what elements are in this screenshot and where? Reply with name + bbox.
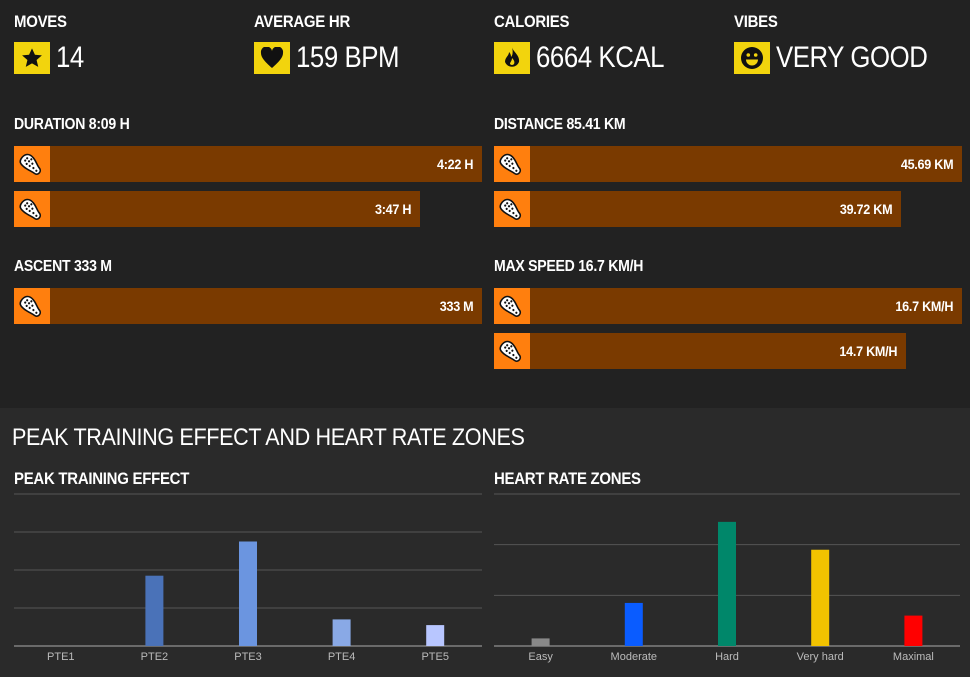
tick-label: PTE4 xyxy=(328,651,356,663)
shoe-icon xyxy=(494,288,530,324)
bar-maximal xyxy=(904,615,923,646)
bar-pte2 xyxy=(145,575,164,646)
duration-bar: 4:22 H xyxy=(14,146,482,182)
stat-label: VIBES xyxy=(734,12,778,31)
shoe-icon xyxy=(494,191,530,227)
distance-bar: 45.69 KM xyxy=(494,146,962,182)
bar-pte4 xyxy=(332,619,351,646)
bar-value: 16.7 KM/H xyxy=(895,298,953,314)
stat-value: VERY GOOD xyxy=(776,41,928,74)
bar-very-hard xyxy=(811,549,830,646)
stat-label: AVERAGE HR xyxy=(254,12,351,31)
tick-label: Very hard xyxy=(797,651,844,663)
flame-icon xyxy=(494,42,530,74)
stat-label: CALORIES xyxy=(494,12,570,31)
stat-vibes: VIBES VERY GOOD xyxy=(734,12,952,75)
stat-moves: MOVES 14 xyxy=(14,12,88,75)
stat-label: MOVES xyxy=(14,12,67,31)
star-icon xyxy=(14,42,50,74)
tick-label: PTE1 xyxy=(47,651,75,663)
max-speed-bar: 16.7 KM/H xyxy=(494,288,962,324)
stat-average-hr: AVERAGE HR 159 BPM xyxy=(254,12,416,75)
heart-icon xyxy=(254,42,290,74)
ascent-title: ASCENT 333 M xyxy=(14,258,112,275)
stat-value: 6664 KCAL xyxy=(536,41,665,74)
ascent-bar: 333 M xyxy=(14,288,482,324)
stat-calories: CALORIES 6664 KCAL xyxy=(494,12,685,75)
section-title: PEAK TRAINING EFFECT AND HEART RATE ZONE… xyxy=(12,424,525,451)
bar-easy xyxy=(531,638,550,646)
tick-label: PTE3 xyxy=(234,651,262,663)
pte-chart: PTE1 PTE2 PTE3 PTE4 PTE5 xyxy=(14,493,482,663)
max-speed-title: MAX SPEED 16.7 KM/H xyxy=(494,258,644,275)
bar-value: 45.69 KM xyxy=(900,156,954,172)
distance-bar: 39.72 KM xyxy=(494,191,901,227)
hr-zones-chart-title: HEART RATE ZONES xyxy=(494,469,641,488)
pte-chart-title: PEAK TRAINING EFFECT xyxy=(14,469,190,488)
shoe-icon xyxy=(14,146,50,182)
tick-label: Easy xyxy=(528,651,553,663)
bar-value: 14.7 KM/H xyxy=(839,343,897,359)
shoe-icon xyxy=(494,146,530,182)
shoe-icon xyxy=(494,333,530,369)
tick-label: PTE2 xyxy=(141,651,169,663)
bar-value: 4:22 H xyxy=(436,156,473,172)
bar-pte3 xyxy=(239,541,257,646)
bar-value: 39.72 KM xyxy=(839,201,893,217)
bar-hard xyxy=(718,521,736,646)
tick-label: Moderate xyxy=(611,651,657,663)
shoe-icon xyxy=(14,288,50,324)
tick-label: Maximal xyxy=(893,651,934,663)
tick-label: PTE5 xyxy=(421,651,449,663)
bar-pte5 xyxy=(426,625,445,646)
max-speed-bar: 14.7 KM/H xyxy=(494,333,906,369)
hr-zones-chart: Easy Moderate Hard Very hard Maximal xyxy=(494,493,960,663)
summary-panel: MOVES 14 AVERAGE HR 159 BPM CALORIES 666… xyxy=(14,12,962,369)
bar-value: 333 M xyxy=(439,298,473,314)
bar-moderate xyxy=(624,602,643,646)
stat-value: 159 BPM xyxy=(296,41,400,74)
shoe-icon xyxy=(14,191,50,227)
duration-bar: 3:47 H xyxy=(14,191,420,227)
distance-title: DISTANCE 85.41 KM xyxy=(494,116,626,133)
training-effect-section: PEAK TRAINING EFFECT AND HEART RATE ZONE… xyxy=(0,408,970,677)
duration-title: DURATION 8:09 H xyxy=(14,116,130,133)
tick-label: Hard xyxy=(715,651,739,663)
stat-value: 14 xyxy=(56,41,84,74)
smiley-icon xyxy=(734,42,770,74)
bar-value: 3:47 H xyxy=(374,201,411,217)
